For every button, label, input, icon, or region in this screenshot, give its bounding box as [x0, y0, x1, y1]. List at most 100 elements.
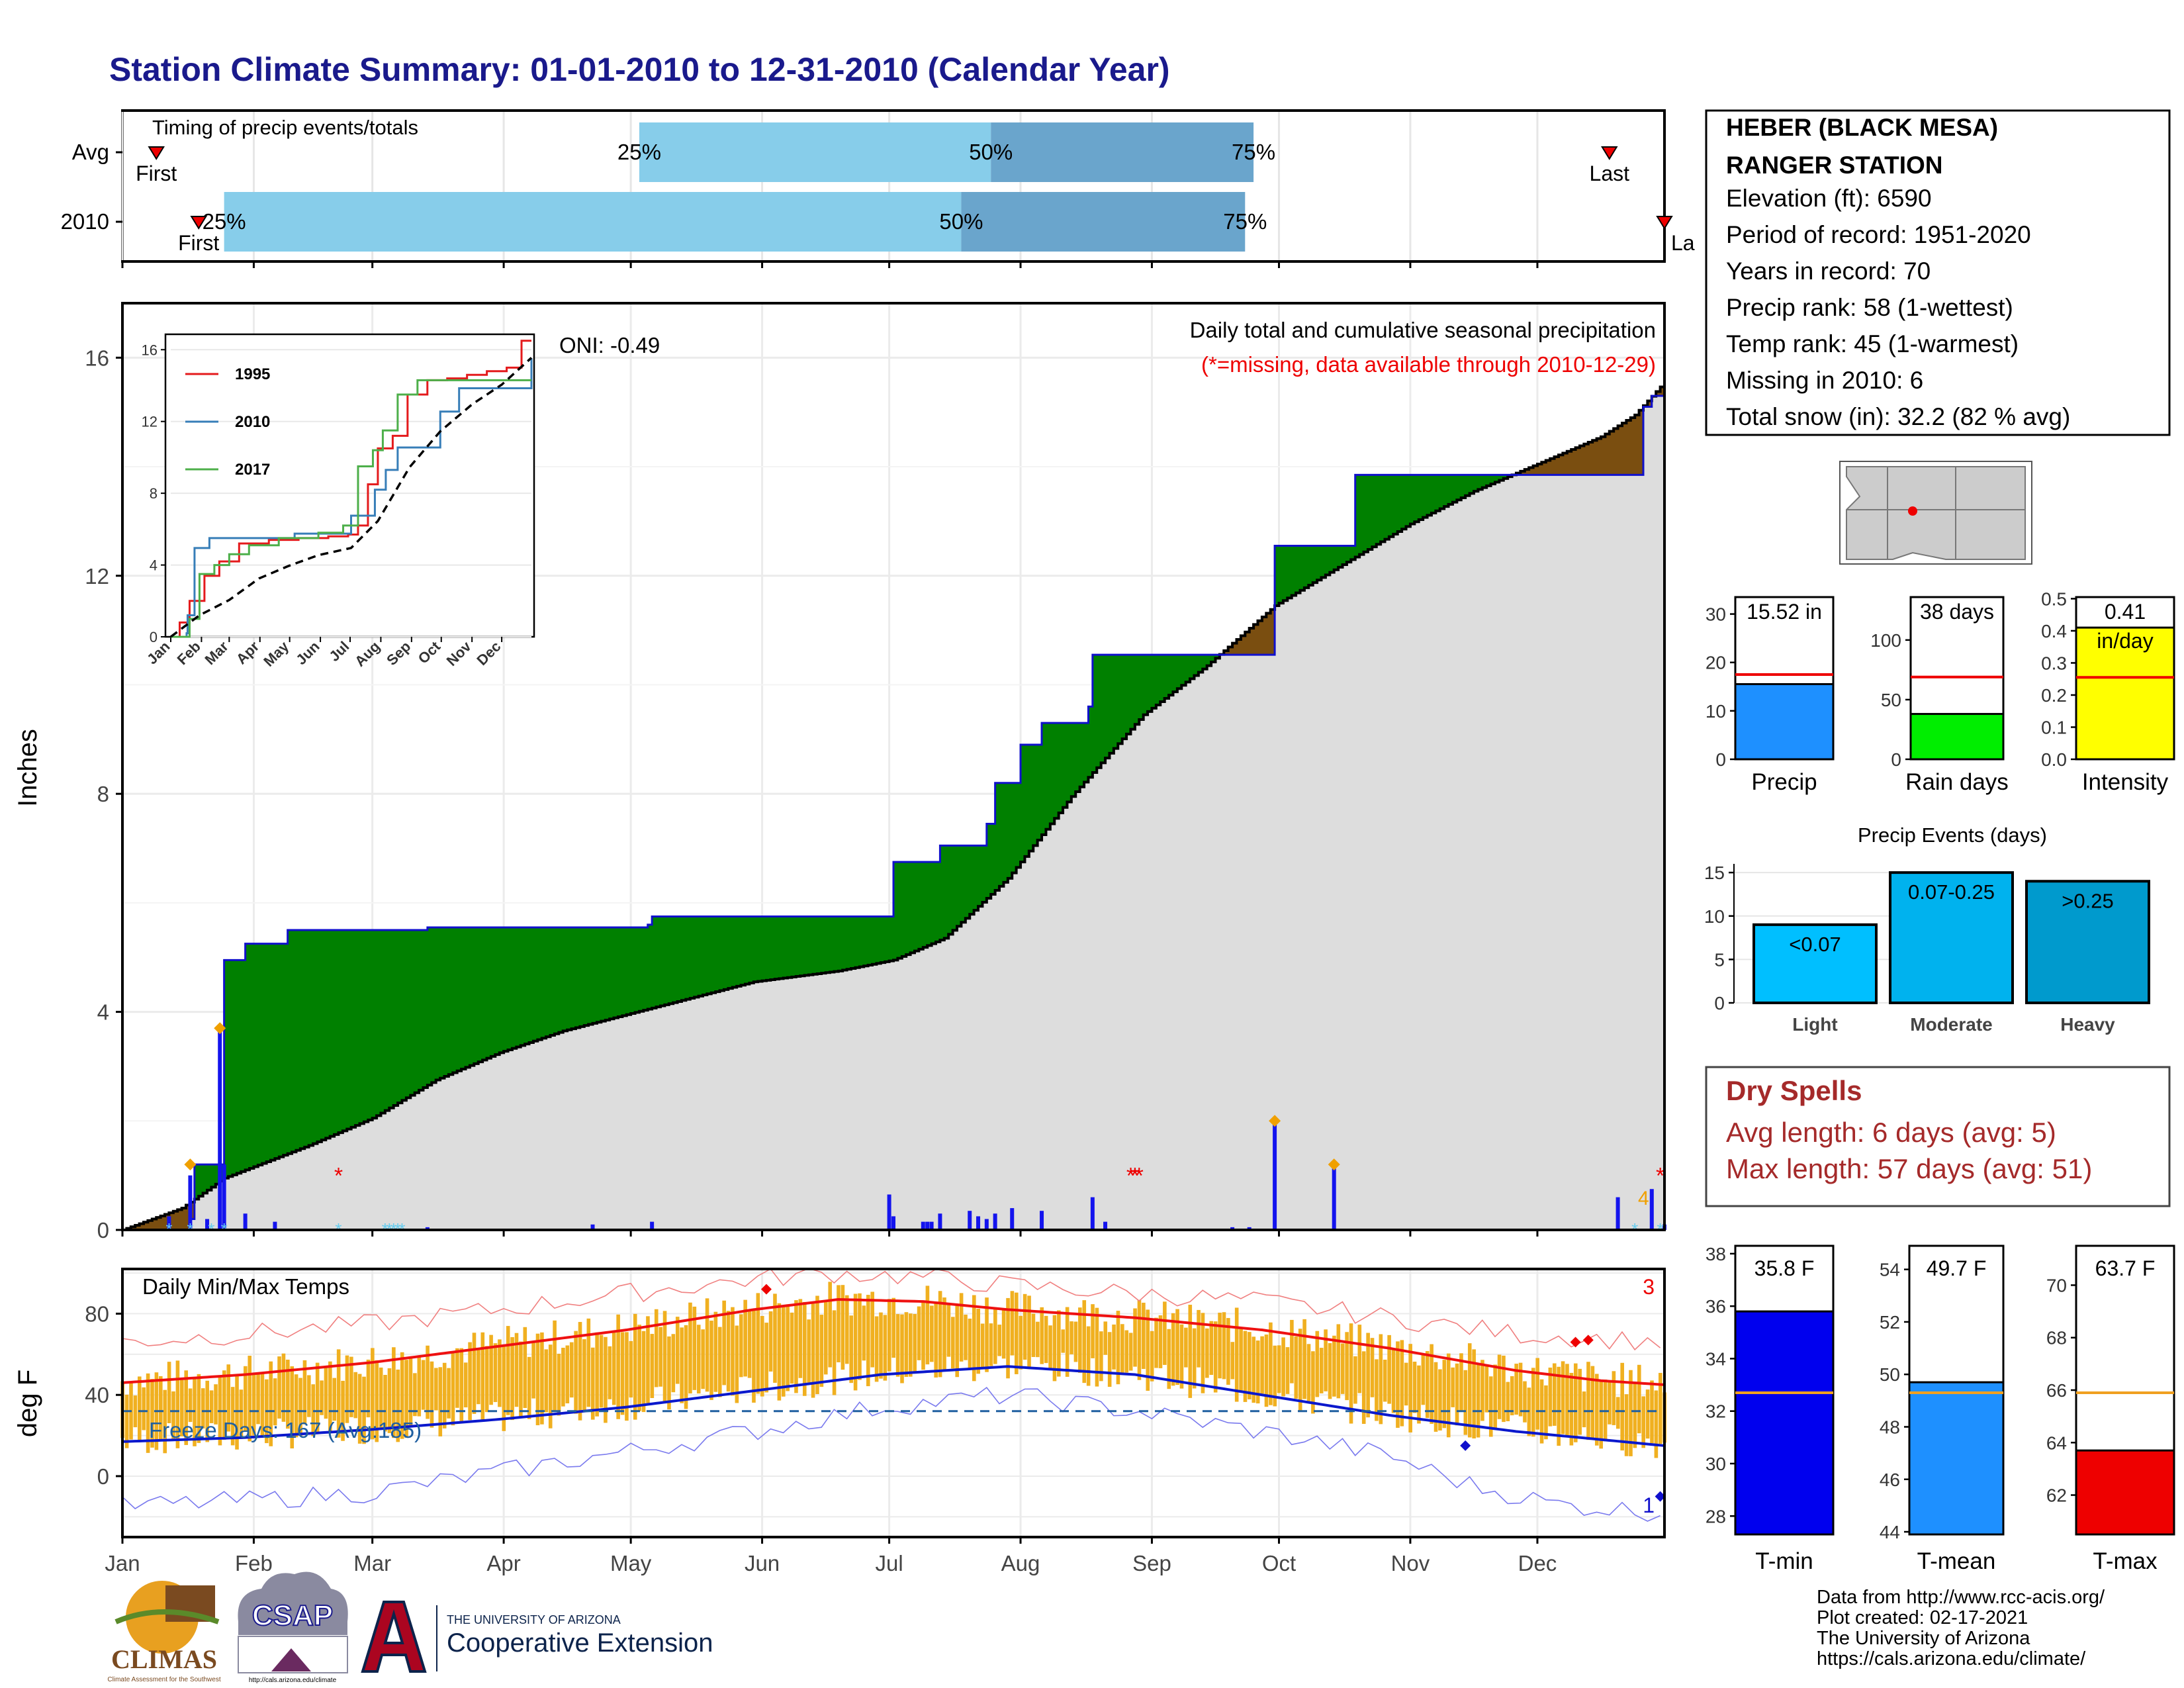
above-normal-area — [792, 916, 797, 977]
daily-temp-bar — [498, 1339, 502, 1407]
daily-temp-bar — [472, 1333, 477, 1414]
daily-temp-bar — [1620, 1362, 1624, 1451]
daily-temp-bar — [709, 1321, 713, 1400]
above-normal-area — [313, 930, 318, 1144]
above-normal-area — [698, 916, 704, 996]
logos: CLIMAS Climate Assessment for the Southw… — [107, 1571, 713, 1684]
above-normal-area — [427, 927, 432, 1086]
mini-bar-value-label: 0.41 — [2105, 600, 2146, 624]
above-normal-area — [1393, 475, 1398, 534]
daily-temp-bar — [1586, 1362, 1590, 1440]
above-normal-area — [838, 916, 843, 971]
above-normal-area — [876, 916, 882, 964]
csap-cloud-shape — [238, 1571, 348, 1635]
daily-temp-bar — [1027, 1295, 1031, 1370]
temp-bar-tick-label: 28 — [1706, 1506, 1726, 1526]
csap-url: http://cals.arizona.edu/climate — [249, 1677, 337, 1684]
daily-temp-bar — [484, 1346, 489, 1413]
below-normal-area — [135, 1225, 140, 1230]
daily-temp-bar — [849, 1315, 853, 1383]
below-normal-area — [1626, 420, 1631, 475]
daily-temp-bar — [959, 1293, 964, 1362]
daily-precip-bar — [887, 1194, 891, 1230]
daily-temp-bar — [604, 1336, 608, 1423]
station-name-line1: HEBER (BLACK MESA) — [1726, 114, 1998, 141]
daily-temp-bar — [1248, 1332, 1251, 1399]
above-normal-area — [986, 823, 991, 899]
daily-temp-bar — [184, 1370, 189, 1445]
inset-ytick-label: 0 — [150, 629, 158, 645]
daily-temp-bar — [904, 1312, 909, 1378]
daily-temp-bar — [726, 1311, 731, 1392]
daily-temp-bar — [324, 1366, 328, 1419]
daily-temp-bar — [426, 1345, 430, 1419]
below-normal-area — [1647, 400, 1653, 407]
daily-temp-bar — [468, 1342, 472, 1421]
above-normal-area — [1021, 745, 1026, 863]
daily-precip-bar — [891, 1216, 895, 1230]
above-normal-area — [194, 1164, 199, 1199]
temp-bar-tick-label: 64 — [2046, 1432, 2067, 1453]
daily-precip-bar — [590, 1224, 595, 1230]
daily-temp-bar — [510, 1336, 514, 1421]
above-normal-area — [372, 930, 377, 1119]
above-normal-area — [1164, 655, 1169, 699]
temp-bar-tick-label: 62 — [2046, 1485, 2067, 1506]
month-label: Sep — [1132, 1551, 1171, 1575]
events-category-label: Light — [1792, 1014, 1837, 1035]
daily-precip-bar — [425, 1227, 430, 1230]
above-normal-area — [897, 862, 903, 959]
daily-temp-bar — [752, 1309, 756, 1403]
above-normal-area — [499, 927, 504, 1053]
temp-bar-value-label: 49.7 F — [1927, 1256, 1987, 1280]
daily-temp-bar — [146, 1373, 150, 1453]
above-normal-area — [292, 930, 297, 1152]
mini-bar-tick-label: 0.4 — [2041, 621, 2067, 641]
above-normal-area — [1321, 545, 1326, 578]
climatology-area — [122, 382, 1664, 1230]
below-normal-area — [1609, 431, 1614, 475]
footer-university: The University of Arizona — [1817, 1628, 2030, 1649]
precip-ytick-label: 8 — [97, 782, 109, 806]
daily-temp-bar — [895, 1314, 900, 1377]
daily-temp-bar — [807, 1319, 811, 1383]
daily-temp-bar — [175, 1360, 180, 1448]
below-normal-area — [1588, 442, 1593, 475]
above-normal-area — [554, 927, 559, 1034]
daily-temp-bar — [1112, 1324, 1116, 1370]
below-normal-area — [1592, 440, 1598, 475]
average-min-line — [122, 1365, 1665, 1447]
above-normal-area — [1084, 723, 1089, 782]
above-normal-area — [1448, 475, 1453, 504]
daily-temp-bar — [1281, 1337, 1285, 1397]
above-normal-area — [1482, 475, 1487, 488]
daily-temp-bar — [777, 1303, 782, 1401]
daily-temp-bar — [438, 1367, 443, 1436]
mini-bar-fill — [2075, 626, 2175, 761]
above-normal-area — [707, 916, 712, 994]
station-years: Years in record: 70 — [1726, 258, 1931, 285]
above-normal-area — [1346, 545, 1351, 563]
timing-bar-50-75 — [961, 192, 1246, 252]
daily-temp-bar — [345, 1355, 349, 1423]
inset-frame — [164, 333, 535, 638]
daily-temp-bar — [1311, 1351, 1315, 1414]
daily-temp-bar — [1510, 1376, 1514, 1416]
record-high-count: 3 — [1643, 1275, 1655, 1299]
mini-bar-tick-label: 30 — [1706, 604, 1726, 625]
month-label: Mar — [353, 1551, 391, 1575]
daily-temp-bar — [1332, 1335, 1336, 1397]
above-normal-area — [1122, 655, 1127, 739]
daily-precip-bar — [921, 1221, 925, 1230]
daily-precip-bar — [243, 1213, 248, 1230]
above-normal-area — [1101, 655, 1106, 763]
missing-day-marker: * — [1656, 1164, 1664, 1189]
above-normal-area — [1372, 475, 1377, 547]
above-normal-area — [995, 782, 1000, 890]
timing-p75-label: 75% — [1223, 209, 1267, 234]
precip-ytick-label: 0 — [97, 1218, 109, 1243]
daily-temp-bar — [1599, 1381, 1603, 1449]
daily-temp-bar — [451, 1352, 455, 1426]
above-normal-area — [1012, 782, 1017, 873]
daily-temp-bar — [696, 1325, 701, 1394]
